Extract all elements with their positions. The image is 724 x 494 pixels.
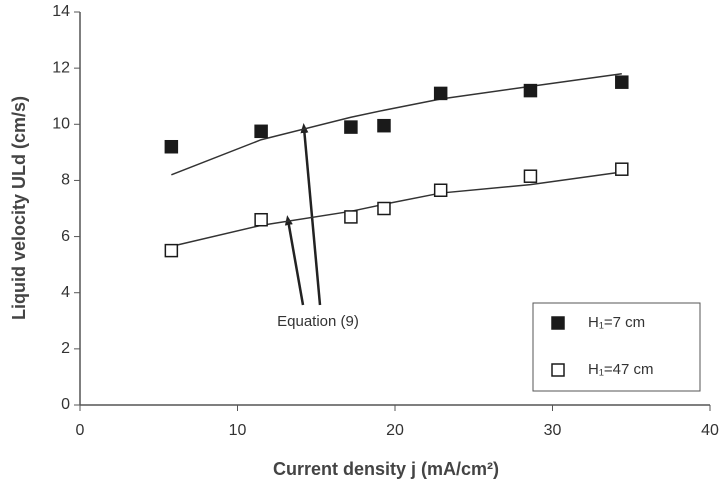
y-tick-label: 4 [61,284,70,301]
point [164,243,179,258]
fit-line [171,171,622,248]
x-tick-label: 10 [229,422,247,439]
y-tick-label: 10 [52,116,70,133]
point [377,201,391,216]
legend-label: H₁=47 cm [588,361,654,378]
y-tick-label: 8 [61,172,70,189]
point [615,75,629,89]
y-tick-label: 14 [52,3,70,20]
point [433,86,448,101]
arrow [284,215,305,306]
point [164,139,179,154]
x-tick-label: 30 [544,422,562,439]
point [344,120,358,134]
y-axis-title: Liquid velocity ULd (cm/s) [9,96,29,320]
point [254,124,268,139]
y-tick-label: 6 [61,228,70,245]
legend-marker [551,363,565,377]
legend-marker [551,316,565,330]
point [254,212,268,227]
point [523,169,538,183]
point [377,118,391,133]
x-tick-label: 40 [701,422,719,439]
point [344,210,358,224]
y-tick-label: 0 [61,396,70,413]
y-tick-label: 2 [61,340,70,357]
point [615,162,629,176]
point [433,183,448,198]
point [523,83,538,98]
fit-line [171,73,622,176]
x-tick-label: 20 [386,422,404,439]
y-tick-label: 12 [52,59,70,76]
arrow [300,123,322,306]
annotation: Equation (9) [277,313,359,330]
legend-label: H₁=7 cm [588,314,645,331]
x-axis-title: Current density j (mA/cm²) [273,459,499,479]
x-tick-label: 0 [76,422,85,439]
